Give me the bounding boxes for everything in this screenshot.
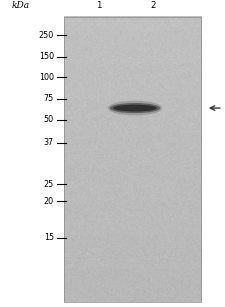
Text: kDa: kDa: [11, 1, 29, 10]
Text: 15: 15: [44, 233, 54, 243]
Ellipse shape: [110, 103, 160, 113]
Text: 20: 20: [44, 196, 54, 206]
Text: 25: 25: [44, 180, 54, 189]
Text: 150: 150: [39, 52, 54, 61]
Text: 1: 1: [96, 1, 102, 10]
Text: 50: 50: [44, 115, 54, 124]
Text: 2: 2: [150, 1, 156, 10]
Text: 100: 100: [39, 73, 54, 82]
Text: 75: 75: [44, 94, 54, 103]
Bar: [64, 17, 201, 302]
Ellipse shape: [108, 101, 162, 115]
Text: 37: 37: [44, 138, 54, 147]
Ellipse shape: [113, 105, 157, 111]
Text: 250: 250: [39, 31, 54, 40]
